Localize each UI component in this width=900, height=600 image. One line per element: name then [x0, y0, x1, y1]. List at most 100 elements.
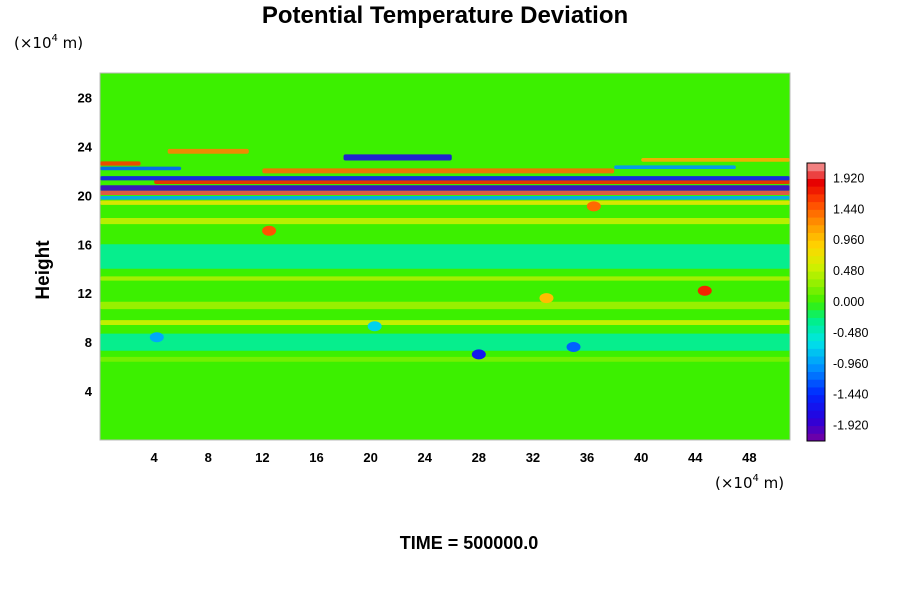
colorbar-segment: [807, 417, 825, 427]
colorbar-segment: [807, 186, 825, 195]
field-band: [100, 161, 141, 166]
x-tick-label: 8: [205, 450, 212, 465]
x-tick-label: 28: [472, 450, 486, 465]
x-tick-label: 4: [151, 450, 159, 465]
colorbar-segment: [807, 363, 825, 372]
x-tick-label: 32: [526, 450, 540, 465]
x-tick-label: 48: [742, 450, 756, 465]
x-tick-label: 36: [580, 450, 594, 465]
colorbar-segment: [807, 410, 825, 419]
field-band: [100, 301, 790, 310]
field-band: [167, 148, 249, 154]
chart-title: Potential Temperature Deviation: [262, 2, 628, 29]
field-band: [343, 154, 452, 161]
y-axis-label: Height: [33, 240, 54, 300]
colorbar-segment: [807, 224, 825, 233]
x-tick-label: 40: [634, 450, 648, 465]
field-spot: [566, 342, 581, 353]
field-band: [100, 190, 790, 196]
colorbar-segment: [807, 356, 825, 365]
colorbar-segment: [807, 402, 825, 411]
colorbar-segment: [807, 271, 825, 280]
colorbar-segment: [807, 348, 825, 357]
colorbar-tick-label: -0.960: [833, 357, 868, 371]
colorbar-segment: [807, 286, 825, 295]
field-band: [100, 333, 790, 351]
field-band: [262, 168, 615, 174]
colorbar-segment: [807, 425, 825, 434]
colorbar-labels: 1.920 1.440 0.960 0.480 0.000 -0.480 -0.960 -1.…: [833, 171, 868, 432]
field-band: [641, 158, 790, 162]
x-tick-label: 24: [417, 450, 432, 465]
x-tick-label: 12: [255, 450, 269, 465]
y-tick-label: 16: [78, 237, 92, 252]
colorbar-segment: [807, 247, 825, 257]
colorbar-segment: [807, 217, 825, 226]
colorbar-segment: [807, 394, 825, 403]
colorbar-segment: [807, 302, 825, 311]
y-tick-label: 12: [78, 286, 92, 301]
colorbar-tick-label: -1.440: [833, 388, 868, 402]
field-band: [154, 179, 790, 185]
colorbar-segment: [807, 193, 825, 203]
x-axis-unit: (×104 m): [715, 473, 784, 492]
colorbar-tick-label: 0.480: [833, 264, 864, 278]
y-tick-label: 8: [85, 335, 92, 350]
colorbar-segment: [807, 379, 825, 388]
colorbar-tick-label: 1.920: [833, 171, 864, 185]
plot-area: [100, 73, 790, 440]
y-tick-label: 4: [85, 384, 93, 399]
x-axis-ticks: 4 8 12 16 20 24 28 32 36 40 44 48: [151, 450, 757, 465]
colorbar-segment: [807, 163, 825, 172]
field-spot: [539, 293, 554, 304]
field-spot: [697, 285, 712, 296]
field-band: [100, 195, 790, 200]
colorbar-tick-label: -1.920: [833, 419, 868, 433]
time-label: TIME = 500000.0: [400, 533, 539, 553]
colorbar-tick-label: 1.440: [833, 202, 864, 216]
field-band: [100, 200, 790, 205]
colorbar-segment: [807, 209, 825, 218]
y-tick-label: 24: [78, 139, 93, 154]
colorbar-segment: [807, 433, 825, 442]
y-axis-ticks: 4 8 12 16 20 24 28: [78, 90, 93, 399]
x-tick-label: 20: [363, 450, 377, 465]
y-tick-label: 20: [78, 188, 92, 203]
plot-frame: [99, 72, 791, 441]
field-band: [100, 244, 790, 269]
colorbar-segment: [807, 371, 825, 380]
colorbar: [806, 162, 826, 442]
x-tick-label: 16: [309, 450, 323, 465]
colorbar-segment: [807, 294, 825, 303]
field-band: [100, 320, 790, 326]
field-spot: [262, 225, 277, 236]
y-tick-label: 28: [78, 90, 92, 105]
colorbar-segment: [807, 340, 825, 349]
colorbar-segment: [807, 386, 825, 396]
colorbar-tick-label: -0.480: [833, 326, 868, 340]
field-band: [100, 217, 790, 225]
field-band: [100, 276, 790, 281]
field-band: [100, 176, 790, 181]
field-spot: [471, 349, 486, 360]
field-band: [100, 185, 790, 191]
colorbar-segment: [807, 263, 825, 272]
colorbar-segment: [807, 201, 825, 210]
colorbar-frame: [806, 162, 826, 442]
colorbar-segment: [807, 255, 825, 264]
field-spot: [367, 321, 382, 332]
colorbar-segment: [807, 240, 825, 249]
x-tick-label: 44: [688, 450, 703, 465]
colorbar-tick-label: 0.000: [833, 295, 864, 309]
colorbar-segment: [807, 170, 825, 179]
colorbar-segment: [807, 309, 825, 318]
field-spot: [586, 201, 601, 212]
field-spot: [149, 332, 164, 343]
colorbar-segment: [807, 332, 825, 342]
colorbar-tick-label: 0.960: [833, 233, 864, 247]
colorbar-segment: [807, 232, 825, 241]
colorbar-segment: [807, 278, 825, 288]
colorbar-segment: [807, 325, 825, 334]
colorbar-segment: [807, 178, 825, 187]
